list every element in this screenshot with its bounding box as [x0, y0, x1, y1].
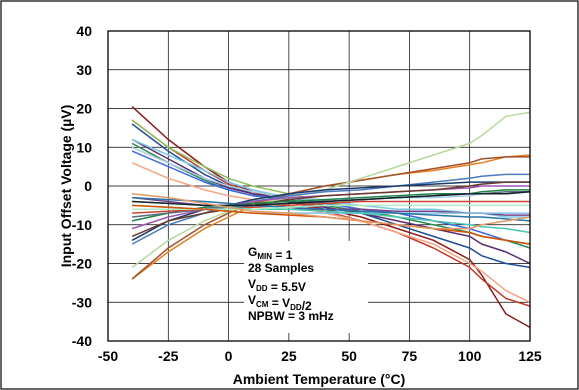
x-tick-label: 100 [458, 348, 482, 364]
series-line-17 [131, 181, 530, 238]
y-tick-label: -30 [72, 294, 92, 310]
series-line-27 [132, 191, 531, 207]
annotation-line-5: NPBW = 3 mHz [248, 309, 334, 323]
annotation-line-3: VDD = 5.5V [248, 277, 306, 294]
y-tick-label: 10 [76, 139, 92, 155]
annotation-box [244, 241, 368, 333]
series-line-12 [131, 156, 530, 280]
y-tick-label: -20 [72, 256, 92, 272]
annotation-line-2: 28 Samples [248, 261, 314, 275]
y-tick-label: -40 [72, 333, 92, 349]
x-tick-label: 75 [402, 348, 418, 364]
y-tick-label: 0 [84, 178, 92, 194]
annotation-line-4: VCM = VDD/2 [248, 293, 312, 313]
x-tick-label: 0 [225, 348, 233, 364]
x-tick-label: 50 [341, 348, 357, 364]
series-line-3 [131, 162, 531, 303]
x-tick-label: -50 [98, 348, 118, 364]
x-tick-label: 125 [518, 348, 542, 364]
y-tick-label: 30 [76, 62, 92, 78]
x-tick-label: 25 [281, 348, 297, 364]
annotation-line-1: GMIN = 1 [248, 245, 293, 262]
y-axis-title: Input Offset Voltage (µV) [58, 105, 74, 268]
y-tick-label: 40 [76, 23, 92, 39]
x-tick-label: -25 [158, 348, 178, 364]
y-tick-label: -10 [72, 217, 92, 233]
series-line-28 [132, 193, 531, 230]
x-tick-labels: -50 -25 0 25 50 75 100 125 [98, 348, 542, 364]
series-line-24 [132, 196, 531, 222]
series-line-8 [131, 150, 531, 245]
plot-area-border [107, 30, 531, 342]
y-tick-label: 20 [76, 101, 92, 117]
series-line-13 [131, 111, 531, 269]
y-tick-labels: -40 -30 -20 -10 0 10 20 30 40 [72, 23, 92, 349]
series-layer [131, 106, 531, 329]
x-axis-title: Ambient Temperature (°C) [233, 371, 406, 387]
series-line-18 [131, 189, 530, 222]
